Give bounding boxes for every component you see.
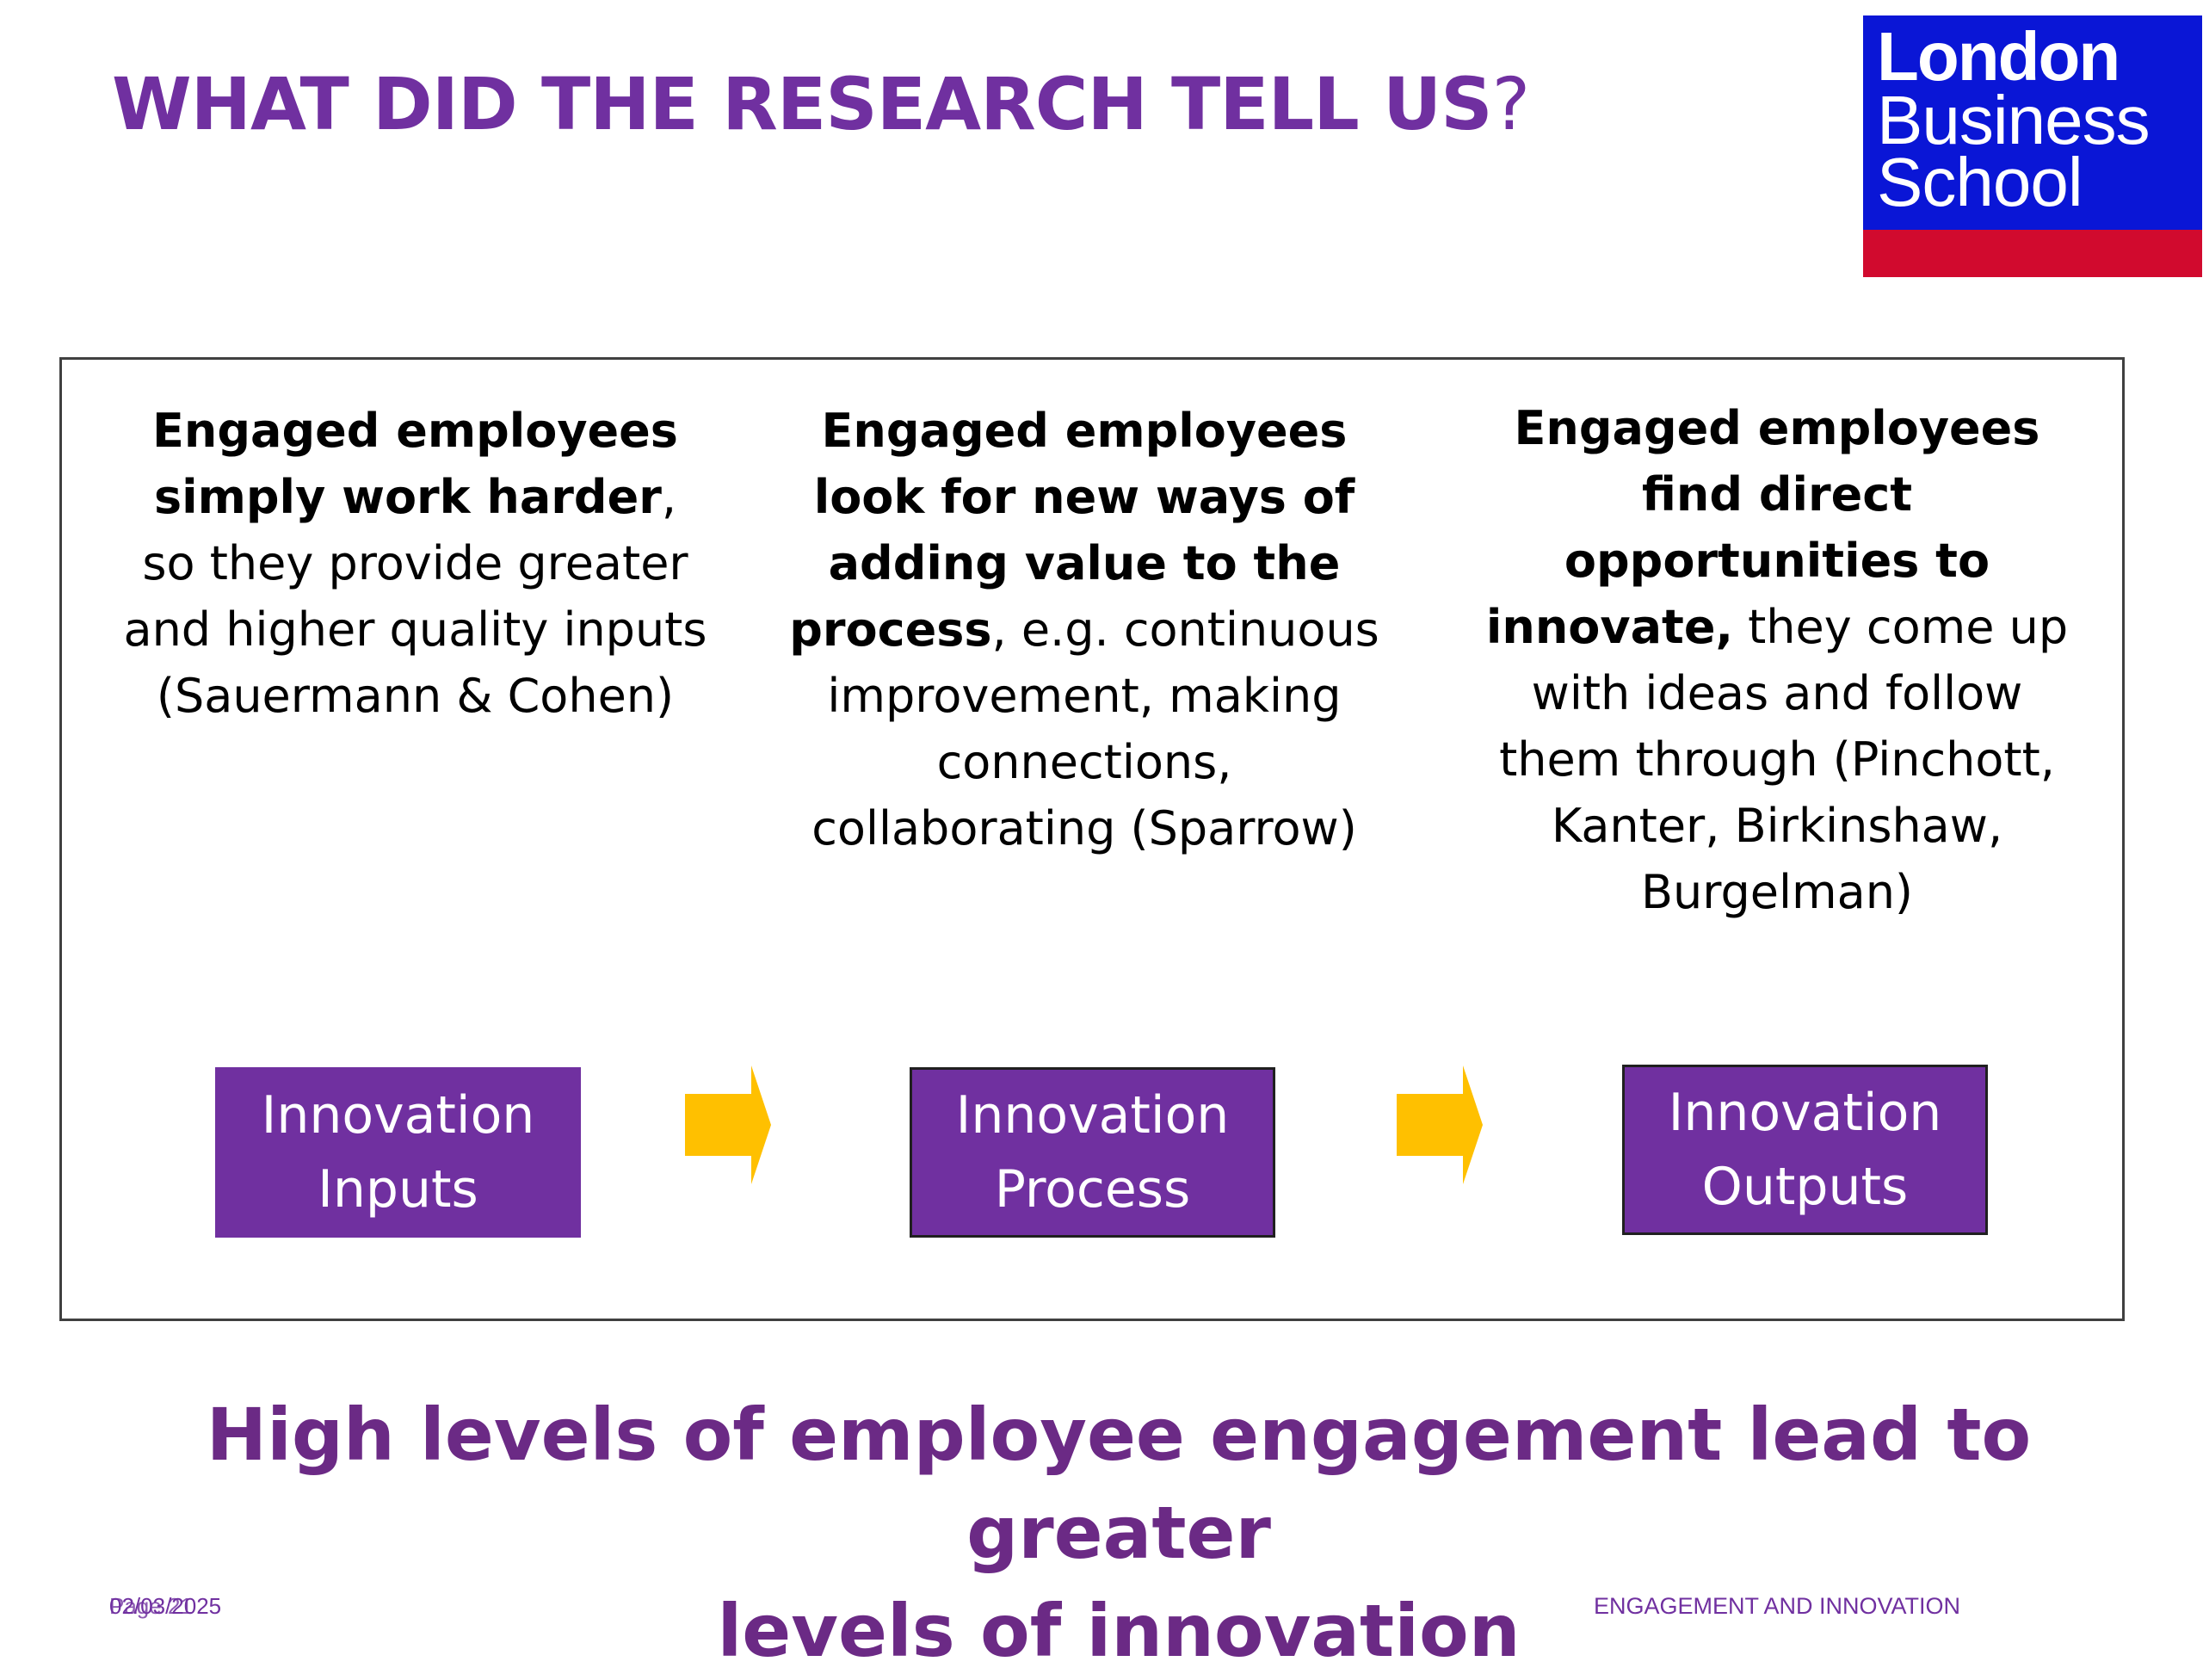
innovation-inputs-line2: Inputs <box>318 1159 478 1220</box>
logo-line-business: Business <box>1877 82 2151 158</box>
research-column-outputs: Engaged employees find direct opportunit… <box>1476 395 2078 925</box>
column-inputs-bold: Engaged employees simply work harder <box>152 404 678 524</box>
research-frame <box>59 357 2125 1321</box>
footer-page-number: Page 21 <box>109 1593 193 1619</box>
slide-title: WHAT DID THE RESEARCH TELL US? <box>112 62 1531 146</box>
innovation-inputs-box: Innovation Inputs <box>215 1067 581 1238</box>
logo-line-school: School <box>1877 144 2083 220</box>
innovation-outputs-line1: Innovation <box>1668 1083 1942 1143</box>
innovation-process-box: Innovation Process <box>910 1067 1275 1238</box>
innovation-outputs-box: Innovation Outputs <box>1622 1065 1988 1235</box>
london-business-school-logo: London Business School <box>1863 15 2202 277</box>
research-column-process: Engaged employees look for new ways of a… <box>787 398 1381 862</box>
footer-section-title: ENGAGEMENT AND INNOVATION <box>1594 1593 1961 1619</box>
footer-date: 02/03/2025 <box>109 1593 222 1619</box>
column-process-text: , e.g. continuous improvement, making co… <box>811 602 1379 855</box>
column-inputs-text: , so they provide greater and higher qua… <box>123 470 707 723</box>
innovation-process-line1: Innovation <box>955 1085 1230 1146</box>
innovation-outputs-line2: Outputs <box>1701 1157 1909 1217</box>
right-arrow-icon <box>685 1065 771 1184</box>
conclusion-line1: High levels of employee engagement lead … <box>206 1393 2032 1575</box>
column-outputs-text: they come up with ideas and follow them … <box>1499 600 2069 919</box>
right-arrow-icon <box>1397 1065 1483 1184</box>
conclusion-statement: High levels of employee engagement lead … <box>120 1386 2117 1680</box>
innovation-process-line2: Process <box>994 1159 1191 1220</box>
logo-red-stripe <box>1863 230 2202 277</box>
slide-title-question-mark: ? <box>1491 62 1531 146</box>
column-outputs-bold: Engaged employees find direct opportunit… <box>1485 401 2040 654</box>
slide-title-text: WHAT DID THE RESEARCH TELL US <box>112 62 1493 146</box>
column-process-bold: Engaged employees look for new ways of a… <box>789 404 1355 657</box>
logo-line-london: London <box>1877 18 2120 95</box>
innovation-inputs-line1: Innovation <box>261 1085 535 1146</box>
research-column-inputs: Engaged employees simply work harder, so… <box>120 398 710 729</box>
